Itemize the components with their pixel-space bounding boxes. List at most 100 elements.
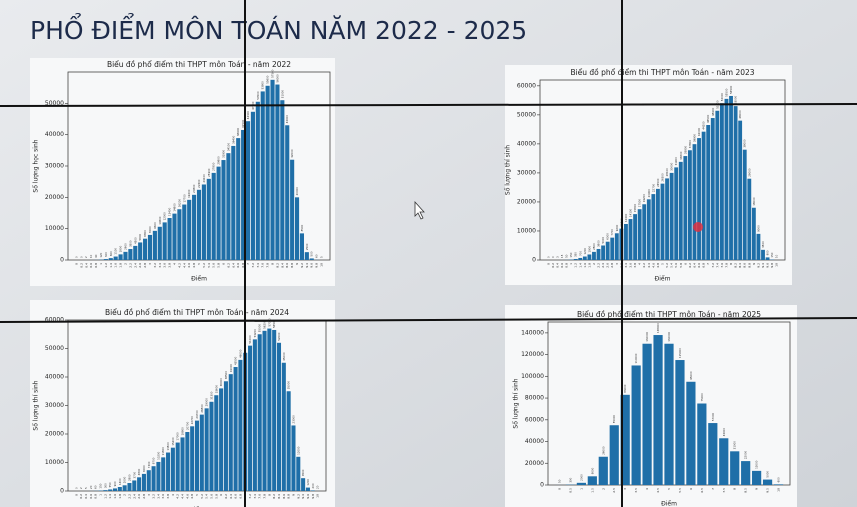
data-label: 14100 xyxy=(629,208,633,217)
data-label: 83000 xyxy=(623,384,627,393)
x-tick-label: 1.5 xyxy=(590,488,594,493)
data-label: 25900 xyxy=(207,168,211,177)
x-tick-label: 2 xyxy=(601,488,605,490)
y-tick-label: 10000 xyxy=(517,227,536,234)
x-tick-label: 4 xyxy=(645,488,649,490)
x-tick-label: 8 xyxy=(729,263,733,265)
data-label: 41500 xyxy=(241,119,245,128)
data-label: 130000 xyxy=(645,331,649,341)
bar xyxy=(656,188,660,260)
bar xyxy=(276,342,282,491)
bar xyxy=(233,367,238,491)
bar xyxy=(128,249,133,260)
x-tick-label: 5.6 xyxy=(212,263,216,268)
data-label: 57000 xyxy=(267,318,271,327)
x-tick-label: 6.2 xyxy=(224,494,228,499)
data-label: 900 xyxy=(766,250,770,255)
bar xyxy=(113,256,118,260)
x-tick-label: 4 xyxy=(638,263,642,265)
x-tick-label: 1.6 xyxy=(583,263,587,268)
bar xyxy=(161,457,166,491)
data-label: 4800 xyxy=(137,468,141,475)
x-tick-label: 7.2 xyxy=(248,494,252,499)
data-label: 6800 xyxy=(143,230,147,237)
bar xyxy=(730,451,740,485)
x-tick-label: 2.6 xyxy=(606,263,610,268)
bar xyxy=(133,245,138,260)
bar xyxy=(653,335,663,485)
x-tick-label: 9.2 xyxy=(296,494,300,499)
bar xyxy=(138,242,143,260)
data-label: 32000 xyxy=(290,149,294,158)
data-label: 1100 xyxy=(114,248,118,255)
x-tick-label: 2.8 xyxy=(142,494,146,499)
bar xyxy=(624,224,628,260)
data-label: 55600 xyxy=(266,75,270,84)
data-label: 130000 xyxy=(667,331,671,341)
x-tick-label: 3.6 xyxy=(161,494,165,499)
bar xyxy=(156,461,161,491)
bar xyxy=(250,111,255,260)
data-label: 53000 xyxy=(734,96,738,105)
x-tick-label: 2.2 xyxy=(128,263,132,268)
bar xyxy=(291,425,296,491)
data-label: 15 xyxy=(560,254,564,258)
y-tick-label: 0 xyxy=(60,488,64,495)
data-label: 31000 xyxy=(733,441,737,450)
data-label: 700 xyxy=(578,251,582,256)
x-tick-label: 0.8 xyxy=(94,263,98,268)
y-axis-label: Số lượng thí sinh xyxy=(513,378,520,428)
data-label: 3 xyxy=(555,256,559,258)
x-tick-label: 9.6 xyxy=(306,494,310,499)
data-label: 0 xyxy=(74,487,78,489)
x-tick-label: 2.4 xyxy=(132,494,136,499)
bar xyxy=(147,234,153,260)
x-tick-label: 3.2 xyxy=(152,494,156,499)
data-label: 38000 xyxy=(743,139,747,148)
x-tick-label: 0 xyxy=(74,494,78,496)
bar xyxy=(761,249,765,260)
bar xyxy=(660,183,665,260)
bar xyxy=(132,480,137,491)
x-tick-label: 3.2 xyxy=(153,263,157,268)
data-label: 20900 xyxy=(647,189,651,198)
data-label: 9000 xyxy=(756,225,760,232)
data-label: 2000 xyxy=(579,474,583,481)
data-label: 1900 xyxy=(587,246,591,253)
bar xyxy=(729,95,733,260)
x-tick-label: 6 xyxy=(689,488,693,490)
data-label: 150 xyxy=(770,252,774,257)
x-tick-label: 1 xyxy=(569,263,573,265)
x-tick-label: 7.5 xyxy=(722,488,726,493)
x-tick-label: 4 xyxy=(171,494,175,496)
x-tick-label: 2.2 xyxy=(597,263,601,268)
bar xyxy=(127,483,132,491)
bar xyxy=(573,258,578,260)
data-label: 600 xyxy=(777,477,781,482)
x-axis-label: Điểm xyxy=(655,276,671,283)
bar xyxy=(157,226,162,260)
data-label: 2600 xyxy=(123,243,127,250)
data-label: 30000 xyxy=(670,162,674,171)
y-tick-label: 20000 xyxy=(45,431,64,438)
data-label: 22700 xyxy=(651,183,655,192)
bar xyxy=(245,121,251,261)
bar xyxy=(710,118,715,260)
x-tick-label: 3.8 xyxy=(166,494,170,499)
bar xyxy=(692,144,697,260)
bar xyxy=(765,257,770,260)
bar xyxy=(738,120,743,260)
bar xyxy=(146,470,151,491)
x-tick-label: 5.8 xyxy=(217,263,221,268)
bar xyxy=(262,330,267,491)
x-tick-label: 6.4 xyxy=(231,263,235,268)
data-label: 0 xyxy=(551,256,555,258)
x-tick-label: 0.6 xyxy=(89,494,93,499)
data-label: 17700 xyxy=(182,194,186,203)
x-tick-label: 9.8 xyxy=(311,494,315,499)
x-tick-label: 9.5 xyxy=(766,488,770,493)
bar xyxy=(260,91,265,260)
bar xyxy=(209,401,214,491)
charts: Biểu đồ phổ điểm thi THPT môn Toán - năm… xyxy=(30,58,797,507)
bar xyxy=(756,233,761,260)
